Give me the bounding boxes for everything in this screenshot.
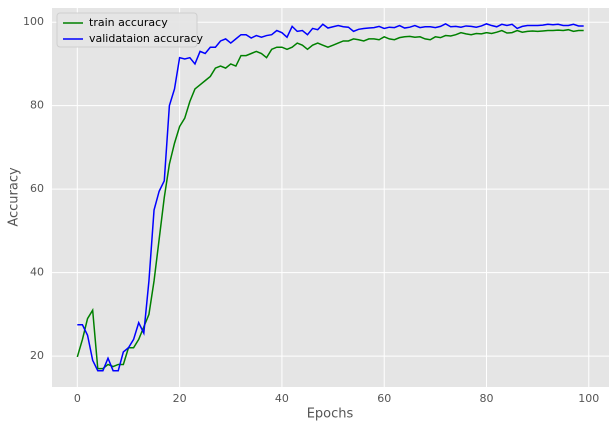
- series-line: [76, 28, 584, 370]
- x-tick-label: 60: [377, 392, 391, 405]
- series-line: [77, 23, 584, 372]
- grid: [52, 8, 609, 387]
- lines: [76, 23, 584, 372]
- x-tick-label: 0: [74, 392, 81, 405]
- legend: train accuracy validataion accuracy: [56, 12, 204, 48]
- y-tick-label: 100: [23, 15, 44, 28]
- x-tick-label: 80: [480, 392, 494, 405]
- plot-area: [52, 8, 609, 387]
- y-tick-label: 40: [30, 266, 44, 279]
- x-tick-label: 100: [578, 392, 599, 405]
- legend-label: train accuracy: [89, 16, 168, 29]
- legend-label: validataion accuracy: [89, 32, 204, 45]
- x-tick-label: 20: [173, 392, 187, 405]
- y-tick-label: 80: [30, 99, 44, 112]
- y-tick-label: 20: [30, 349, 44, 362]
- x-axis-label: Epochs: [307, 407, 354, 422]
- x-tick-label: 40: [275, 392, 289, 405]
- legend-box: [56, 12, 198, 48]
- y-tick-label: 60: [30, 182, 44, 195]
- y-axis-label: Accuracy: [7, 167, 22, 227]
